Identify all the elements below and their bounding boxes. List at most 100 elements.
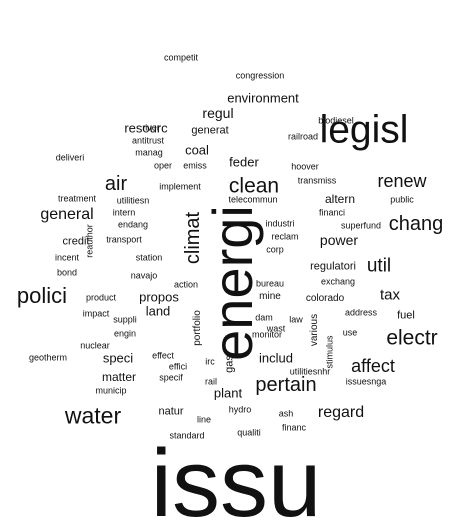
word-monitor: monitor — [251, 329, 283, 340]
word-oper: oper — [153, 160, 173, 171]
word-affect: affect — [351, 356, 395, 376]
word-hoover: hoover — [291, 161, 319, 172]
word-feder: feder — [229, 154, 259, 170]
word-reauthor: reauthor — [84, 224, 95, 258]
word-biodiesel: biodiesel — [318, 115, 354, 126]
word-air: air — [104, 173, 128, 195]
word-colorado: colorado — [305, 293, 345, 304]
word-issuesnga: issuesnga — [345, 376, 387, 387]
word-legisl: legisl — [319, 108, 409, 152]
word-credit: credit — [62, 235, 90, 248]
word-product: product — [85, 292, 117, 303]
word-irc: irc — [205, 356, 215, 367]
word-coal: coal — [185, 142, 209, 158]
word-polici: polici — [16, 283, 68, 308]
word-propos: propos — [139, 289, 179, 305]
word-electr: electr — [386, 326, 438, 350]
word-effici: effici — [168, 361, 188, 372]
word-standard: standard — [169, 430, 205, 441]
word-emiss: emiss — [183, 160, 207, 171]
word-manag: manag — [135, 147, 163, 158]
word-generat: generat — [191, 124, 229, 137]
word-pertain: pertain — [255, 374, 317, 396]
word-bureau: bureau — [255, 278, 285, 289]
word-telecommun: telecommun — [228, 194, 278, 205]
word-util: util — [366, 255, 392, 277]
word-suppli: suppli — [113, 314, 137, 325]
word-antitrust: antitrust — [131, 135, 165, 146]
word-renew: renew — [377, 171, 427, 191]
word-tax: tax — [379, 286, 401, 304]
word-exchang: exchang — [320, 276, 356, 287]
word-includ: includ — [259, 350, 293, 366]
word-station: station — [135, 252, 163, 263]
word-stimulus: stimulus — [324, 335, 335, 369]
word-issu: issu — [150, 430, 322, 527]
word-congression: congression — [235, 70, 285, 81]
word-dam: dam — [255, 312, 273, 323]
word-superfund: superfund — [340, 220, 382, 231]
word-gas: gas — [223, 355, 236, 373]
word-transport: transport — [106, 234, 142, 245]
word-clean: clean — [228, 174, 280, 198]
word-law: law — [289, 314, 303, 325]
word-treatment: treatment — [57, 193, 97, 204]
word-plant: plant — [213, 385, 243, 401]
word-regulatori: regulatori — [310, 260, 356, 273]
word-portfolio: portfolio — [192, 310, 203, 346]
word-effect: effect — [152, 350, 174, 361]
word-chang: chang — [388, 213, 444, 235]
word-mine: mine — [259, 291, 281, 302]
word-rail: rail — [204, 376, 218, 387]
word-fuel: fuel — [397, 309, 415, 322]
word-specif: specif — [159, 372, 183, 383]
word-municip: municip — [95, 385, 127, 396]
word-impact: impact — [82, 308, 110, 319]
word-bond: bond — [56, 267, 78, 278]
word-geotherm: geotherm — [28, 352, 68, 363]
word-land: land — [145, 303, 171, 319]
word-power: power — [319, 232, 359, 248]
word-action: action — [173, 279, 199, 290]
word-use: use — [342, 327, 358, 338]
word-various: various — [309, 313, 320, 347]
word-altern: altern — [324, 192, 356, 206]
word-regul: regul — [202, 105, 234, 121]
word-water: water — [64, 402, 122, 429]
word-climat: climat — [182, 211, 204, 265]
word-navajo: navajo — [130, 270, 158, 281]
word-incent: incent — [54, 252, 80, 263]
word-matter: matter — [101, 370, 137, 384]
word-line: line — [196, 414, 212, 425]
word-general: general — [40, 206, 94, 223]
word-engin: engin — [113, 328, 137, 339]
word-reclam: reclam — [271, 231, 299, 242]
word-ash: ash — [278, 408, 294, 419]
word-nuclear: nuclear — [80, 340, 110, 351]
word-deliveri: deliveri — [55, 152, 85, 163]
word-speci: speci — [102, 350, 134, 366]
word-intern: intern — [112, 207, 136, 218]
word-hydro: hydro — [228, 404, 252, 415]
word-wast: wast — [266, 323, 286, 334]
word-transmiss: transmiss — [297, 175, 337, 186]
word-regard: regard — [317, 404, 365, 421]
word-financi: financi — [318, 207, 346, 218]
word-financ: financ — [281, 422, 307, 433]
word-environment: environment — [227, 90, 299, 106]
word-industri: industri — [265, 218, 295, 229]
word-railroad: railroad — [287, 131, 319, 142]
word-implement: implement — [159, 181, 201, 192]
word-natur: natur — [158, 405, 184, 418]
word-corp: corp — [266, 244, 284, 255]
word-qualiti: qualiti — [237, 427, 261, 438]
word-utilitiesn: utilitiesn — [116, 195, 150, 206]
word-endang: endang — [117, 219, 149, 230]
word-public: public — [390, 194, 414, 205]
word-river: river — [142, 122, 160, 133]
word-resourc: resourc — [124, 120, 168, 136]
word-competit: competit — [163, 52, 199, 63]
word-address: address — [344, 307, 378, 318]
word-utilitiesnhr: utilitiesnhr — [289, 366, 331, 377]
